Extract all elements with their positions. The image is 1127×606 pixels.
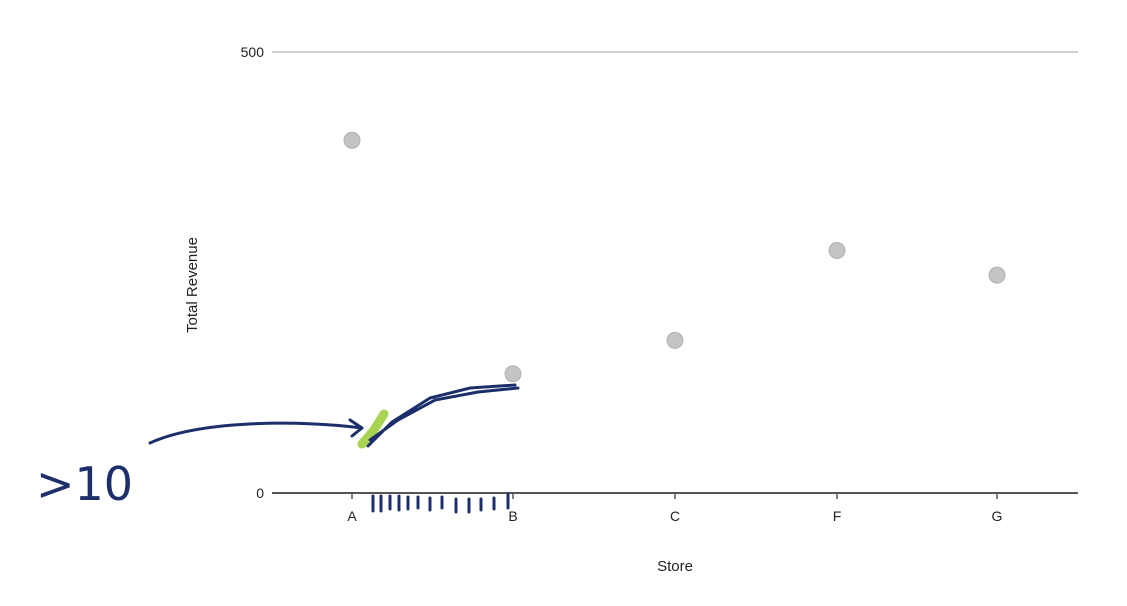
x-tick-label: C xyxy=(670,508,680,524)
handwritten-annotation: >10 xyxy=(36,383,520,514)
x-tick-label: F xyxy=(833,508,842,524)
data-point xyxy=(504,365,522,383)
data-point xyxy=(666,331,684,349)
x-axis-title: Store xyxy=(657,558,693,575)
data-point xyxy=(988,266,1006,284)
data-points xyxy=(343,131,1006,383)
annotation-highlight xyxy=(357,409,389,449)
annotation-text: >10 xyxy=(36,457,133,511)
annotation-trend-line xyxy=(366,383,520,448)
y-tick-label: 500 xyxy=(241,44,265,60)
y-tick-label: 0 xyxy=(256,485,264,501)
x-tick-label: G xyxy=(992,508,1003,524)
x-tick-label: B xyxy=(508,508,517,524)
y-axis-ticks: 0 500 xyxy=(241,44,265,501)
y-axis-title: Total Revenue xyxy=(184,237,201,333)
annotation-arrow xyxy=(148,418,364,445)
x-tick-label: A xyxy=(347,508,357,524)
annotation-tally-marks xyxy=(371,492,510,514)
data-point xyxy=(828,241,846,259)
data-point xyxy=(343,131,361,149)
